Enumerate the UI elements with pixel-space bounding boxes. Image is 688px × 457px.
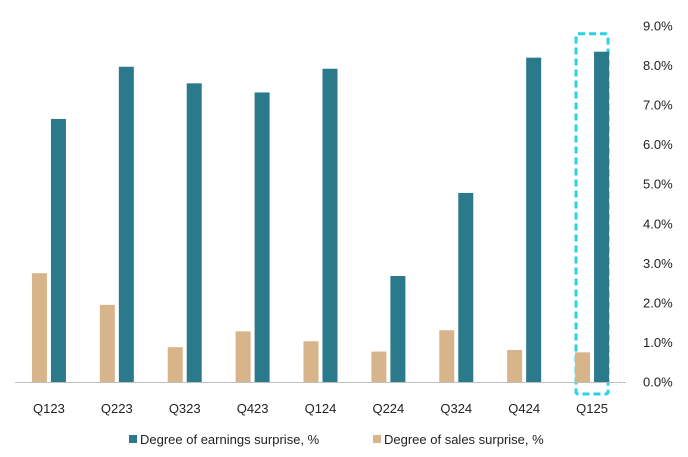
bar-sales-Q224	[371, 351, 387, 382]
y-tick-label: 7.0%	[643, 98, 673, 113]
x-tick-label: Q323	[169, 401, 201, 416]
bar-sales-Q124	[303, 341, 319, 382]
bar-sales-Q323	[167, 347, 183, 382]
bar-sales-Q424	[507, 349, 523, 382]
x-tick-label: Q223	[101, 401, 133, 416]
x-tick-label: Q424	[508, 401, 540, 416]
legend-label: Degree of sales surprise, %	[384, 432, 544, 447]
legend-swatch	[373, 435, 381, 443]
bar-sales-Q423	[235, 331, 251, 382]
bar-earnings-Q323	[186, 83, 202, 382]
highlight-box	[574, 32, 610, 396]
x-tick-label: Q125	[576, 401, 608, 416]
bar-earnings-Q423	[254, 92, 270, 382]
y-tick-label: 0.0%	[643, 375, 673, 390]
legend-swatch	[129, 435, 137, 443]
bars-layer	[31, 51, 610, 383]
x-tick-labels: Q123 Q223 Q323 Q423 Q124 Q224 Q324 Q424 Q125	[33, 401, 608, 416]
y-tick-labels: 0.0% 1.0% 2.0% 3.0% 4.0% 5.0% 6.0% 7.0% 8.0% 9.0%	[643, 19, 673, 390]
bar-earnings-Q123	[50, 118, 66, 382]
x-tick-label: Q123	[33, 401, 65, 416]
bar-earnings-Q224	[390, 275, 406, 382]
bar-earnings-Q324	[458, 192, 474, 382]
legend: Degree of earnings surprise, % Degree of …	[129, 432, 544, 447]
legend-item: Degree of sales surprise, %	[373, 432, 544, 447]
y-tick-label: 3.0%	[643, 256, 673, 271]
highlight-layer	[574, 32, 610, 396]
y-tick-label: 4.0%	[643, 216, 673, 231]
bar-earnings-Q424	[526, 57, 542, 383]
x-tick-label: Q423	[237, 401, 269, 416]
x-tick-label: Q224	[372, 401, 404, 416]
y-tick-label: 5.0%	[643, 177, 673, 192]
y-tick-label: 9.0%	[643, 19, 673, 34]
y-tick-label: 2.0%	[643, 295, 673, 310]
bar-sales-Q125	[575, 352, 591, 382]
bar-earnings-Q124	[322, 68, 338, 382]
legend-label: Degree of earnings surprise, %	[140, 432, 320, 447]
bar-sales-Q324	[439, 330, 455, 382]
bar-sales-Q123	[31, 273, 47, 382]
y-tick-label: 8.0%	[643, 58, 673, 73]
bar-earnings-Q223	[118, 66, 134, 383]
bar-sales-Q223	[99, 304, 115, 382]
x-tick-label: Q324	[440, 401, 472, 416]
y-tick-label: 6.0%	[643, 137, 673, 152]
legend-item: Degree of earnings surprise, %	[129, 432, 320, 447]
y-tick-label: 1.0%	[643, 335, 673, 350]
bar-earnings-Q125	[594, 51, 610, 382]
x-tick-label: Q124	[305, 401, 337, 416]
